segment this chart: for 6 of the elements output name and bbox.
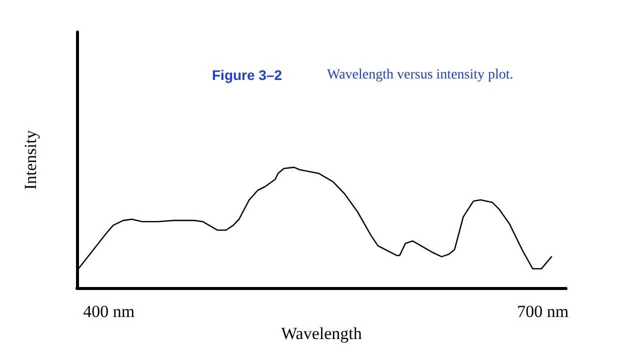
chart-title: Figure 3–2	[212, 67, 282, 83]
chart-subtitle: Wavelength versus intensity plot.	[327, 68, 514, 82]
x-tick-label: 400 nm	[83, 302, 135, 322]
x-tick-label: 700 nm	[517, 302, 569, 322]
y-axis-title: Intensity	[21, 130, 40, 190]
x-axis-title: Wavelength	[281, 324, 362, 343]
